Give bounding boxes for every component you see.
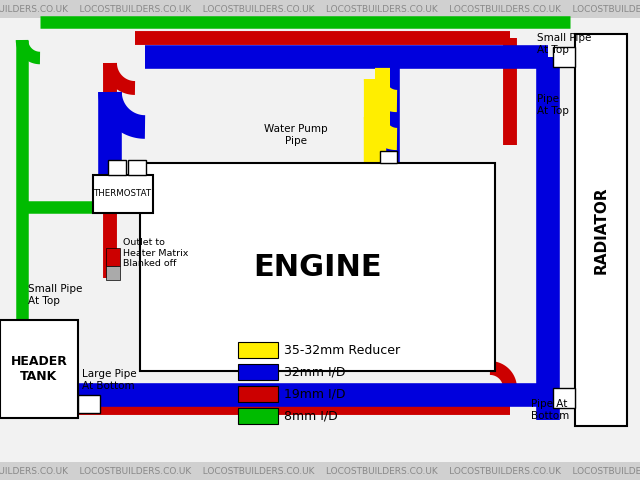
- Bar: [78, 395, 100, 413]
- Bar: [106, 266, 120, 280]
- Bar: [553, 47, 575, 67]
- Text: THERMOSTAT: THERMOSTAT: [94, 190, 152, 199]
- Bar: [0, 0, 640, 18]
- Bar: [106, 248, 120, 266]
- Text: ENGINE: ENGINE: [253, 252, 382, 281]
- Text: Water Pump
Pipe: Water Pump Pipe: [264, 124, 328, 146]
- Text: Pipe At
Bottom: Pipe At Bottom: [531, 399, 569, 421]
- Bar: [93, 175, 153, 213]
- Text: Large Pipe
At Bottom: Large Pipe At Bottom: [82, 369, 136, 391]
- Bar: [575, 34, 627, 426]
- Bar: [140, 163, 495, 371]
- Bar: [553, 388, 575, 408]
- Bar: [0, 462, 640, 480]
- Text: Small Pipe
At Top: Small Pipe At Top: [28, 284, 83, 306]
- Bar: [0, 320, 78, 418]
- Text: Pipe
At Top: Pipe At Top: [537, 94, 569, 116]
- Bar: [238, 364, 278, 380]
- Bar: [380, 151, 397, 163]
- Text: LOCOSTBUILDERS.CO.UK    LOCOSTBUILDERS.CO.UK    LOCOSTBUILDERS.CO.UK    LOCOSTBU: LOCOSTBUILDERS.CO.UK LOCOSTBUILDERS.CO.U…: [0, 467, 640, 476]
- Text: HEADER
TANK: HEADER TANK: [11, 355, 67, 383]
- Text: Outlet to
Heater Matrix
Blanked off: Outlet to Heater Matrix Blanked off: [123, 238, 188, 268]
- Text: 35-32mm Reducer: 35-32mm Reducer: [284, 344, 400, 357]
- Text: 8mm I/D: 8mm I/D: [284, 409, 338, 422]
- Text: 32mm I/D: 32mm I/D: [284, 365, 346, 379]
- Text: 19mm I/D: 19mm I/D: [284, 387, 346, 400]
- Bar: [238, 386, 278, 402]
- Text: LOCOSTBUILDERS.CO.UK    LOCOSTBUILDERS.CO.UK    LOCOSTBUILDERS.CO.UK    LOCOSTBU: LOCOSTBUILDERS.CO.UK LOCOSTBUILDERS.CO.U…: [0, 4, 640, 13]
- Bar: [238, 408, 278, 424]
- Bar: [108, 160, 126, 175]
- Text: RADIATOR: RADIATOR: [593, 186, 609, 274]
- Text: Small Pipe
At Top: Small Pipe At Top: [537, 33, 591, 55]
- Bar: [128, 160, 146, 175]
- Bar: [238, 342, 278, 358]
